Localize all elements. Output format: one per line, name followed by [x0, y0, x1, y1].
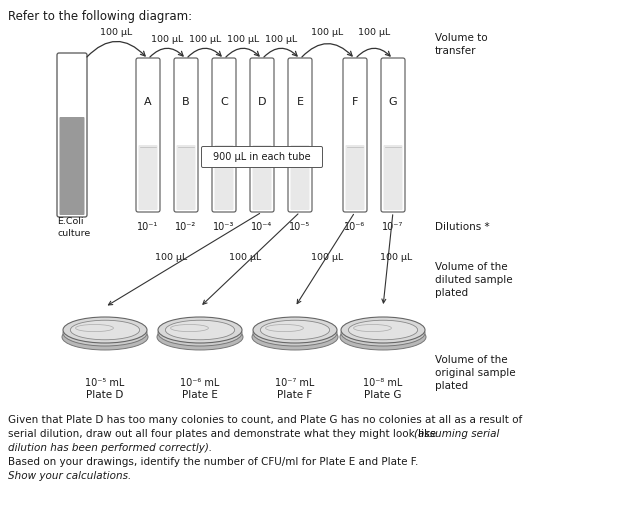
- Text: Based on your drawings, identify the number of CFU/ml for Plate E and Plate F.: Based on your drawings, identify the num…: [8, 457, 418, 467]
- Text: (assuming serial: (assuming serial: [414, 429, 499, 439]
- Text: Show your calculations.: Show your calculations.: [8, 471, 131, 481]
- Ellipse shape: [341, 317, 425, 343]
- Text: G: G: [389, 97, 398, 107]
- Text: serial dilution, draw out all four plates and demonstrate what they might look l: serial dilution, draw out all four plate…: [8, 429, 439, 439]
- Text: E.Coli
culture: E.Coli culture: [57, 217, 90, 238]
- Text: 100 μL: 100 μL: [189, 35, 221, 44]
- Text: 10⁻³: 10⁻³: [213, 222, 235, 232]
- FancyBboxPatch shape: [343, 58, 367, 212]
- Text: 10⁻⁴: 10⁻⁴: [251, 222, 272, 232]
- Ellipse shape: [253, 317, 337, 343]
- Text: B: B: [182, 97, 190, 107]
- Text: 100 μL: 100 μL: [380, 253, 412, 262]
- FancyBboxPatch shape: [136, 58, 160, 212]
- Ellipse shape: [63, 317, 147, 343]
- FancyBboxPatch shape: [381, 58, 405, 212]
- Text: Given that Plate D has too many colonies to count, and Plate G has no colonies a: Given that Plate D has too many colonies…: [8, 415, 522, 425]
- Text: A: A: [144, 97, 152, 107]
- FancyBboxPatch shape: [288, 58, 312, 212]
- Ellipse shape: [157, 324, 243, 350]
- Text: D: D: [258, 97, 266, 107]
- Ellipse shape: [63, 320, 147, 346]
- Text: Volume of the
original sample
plated: Volume of the original sample plated: [435, 355, 516, 391]
- Text: 100 μL: 100 μL: [156, 253, 187, 262]
- Text: 900 μL in each tube: 900 μL in each tube: [213, 152, 311, 162]
- FancyBboxPatch shape: [57, 53, 87, 217]
- Ellipse shape: [62, 324, 148, 350]
- Text: 100 μL: 100 μL: [311, 253, 343, 262]
- Text: Plate E: Plate E: [182, 390, 218, 400]
- FancyBboxPatch shape: [138, 145, 157, 210]
- Text: F: F: [352, 97, 358, 107]
- Text: 100 μL: 100 μL: [265, 35, 297, 44]
- Text: 100 μL: 100 μL: [358, 28, 390, 37]
- Text: E: E: [297, 97, 304, 107]
- Text: dilution has been performed correctly).: dilution has been performed correctly).: [8, 443, 212, 453]
- Ellipse shape: [158, 317, 242, 343]
- Ellipse shape: [158, 320, 242, 346]
- Text: 10⁻⁸ mL: 10⁻⁸ mL: [363, 378, 403, 388]
- Text: 100 μL: 100 μL: [311, 28, 344, 37]
- Text: 10⁻⁵ mL: 10⁻⁵ mL: [85, 378, 124, 388]
- Ellipse shape: [253, 320, 337, 346]
- Text: Plate G: Plate G: [364, 390, 402, 400]
- FancyBboxPatch shape: [253, 145, 272, 210]
- Text: 10⁻¹: 10⁻¹: [137, 222, 159, 232]
- Text: 10⁻²: 10⁻²: [175, 222, 197, 232]
- Text: Plate D: Plate D: [86, 390, 124, 400]
- Text: 10⁻⁶: 10⁻⁶: [344, 222, 366, 232]
- FancyBboxPatch shape: [345, 145, 364, 210]
- Ellipse shape: [341, 320, 425, 346]
- Ellipse shape: [252, 324, 338, 350]
- Text: 100 μL: 100 μL: [227, 35, 259, 44]
- Text: 100 μL: 100 μL: [229, 253, 261, 262]
- Text: Refer to the following diagram:: Refer to the following diagram:: [8, 10, 192, 23]
- Text: 10⁻⁷ mL: 10⁻⁷ mL: [276, 378, 315, 388]
- Text: 100 μL: 100 μL: [151, 35, 183, 44]
- FancyBboxPatch shape: [177, 145, 196, 210]
- Ellipse shape: [70, 320, 140, 340]
- Text: Volume to
transfer: Volume to transfer: [435, 33, 488, 56]
- FancyBboxPatch shape: [384, 145, 403, 210]
- Text: C: C: [220, 97, 228, 107]
- FancyBboxPatch shape: [215, 145, 234, 210]
- Text: 100 μL: 100 μL: [100, 28, 133, 37]
- Text: 10⁻⁶ mL: 10⁻⁶ mL: [180, 378, 220, 388]
- FancyBboxPatch shape: [290, 145, 309, 210]
- Text: 10⁻⁷: 10⁻⁷: [382, 222, 404, 232]
- FancyBboxPatch shape: [174, 58, 198, 212]
- Ellipse shape: [340, 324, 426, 350]
- FancyBboxPatch shape: [60, 117, 84, 215]
- Text: Dilutions *: Dilutions *: [435, 222, 490, 232]
- Ellipse shape: [349, 320, 418, 340]
- Ellipse shape: [165, 320, 235, 340]
- Text: 10⁻⁵: 10⁻⁵: [290, 222, 311, 232]
- FancyBboxPatch shape: [201, 146, 323, 167]
- FancyBboxPatch shape: [250, 58, 274, 212]
- Ellipse shape: [260, 320, 330, 340]
- Text: Plate F: Plate F: [277, 390, 312, 400]
- FancyBboxPatch shape: [212, 58, 236, 212]
- Text: Volume of the
diluted sample
plated: Volume of the diluted sample plated: [435, 262, 512, 298]
